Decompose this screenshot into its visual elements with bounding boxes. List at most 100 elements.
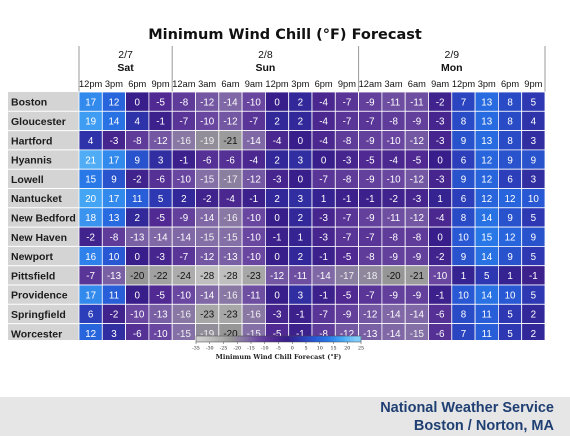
cell-value: -8 xyxy=(343,136,352,147)
cell-value: 8 xyxy=(461,117,467,128)
cell-value: 14 xyxy=(108,117,119,128)
colorbar-segment xyxy=(212,336,216,342)
colorbar-segment xyxy=(297,336,301,342)
time-label: 12pm xyxy=(452,79,476,89)
cell-value: -16 xyxy=(223,213,238,224)
cell-value: 8 xyxy=(461,213,467,224)
colorbar-segment xyxy=(300,336,304,342)
cell-value: -1 xyxy=(249,194,258,205)
cell-value: -11 xyxy=(387,213,400,224)
cell-value: 1 xyxy=(437,194,442,205)
cell-value: -11 xyxy=(247,290,260,301)
cell-value: -6 xyxy=(203,155,212,166)
cell-value: -13 xyxy=(223,252,238,263)
colorbar-segment xyxy=(308,336,312,342)
cell-value: -7 xyxy=(319,310,328,321)
cell-value: -3 xyxy=(412,194,421,205)
cell-value: -22 xyxy=(153,271,167,282)
cell-value: 8 xyxy=(507,117,513,128)
cell-value: 5 xyxy=(531,290,537,301)
cell-value: -1 xyxy=(179,155,188,166)
colorbar-segment xyxy=(284,336,288,342)
cell-value: 8 xyxy=(507,136,513,147)
cell-value: 0 xyxy=(135,97,141,108)
cell-value: -2 xyxy=(436,97,445,108)
cell-value: -16 xyxy=(177,310,192,321)
colorbar-segment xyxy=(347,336,351,342)
colorbar-segment xyxy=(245,336,249,342)
cell-value: -20 xyxy=(223,329,238,340)
cell-value: 6 xyxy=(461,194,467,205)
colorbar-segment xyxy=(358,336,362,342)
cell-value: -3 xyxy=(273,175,282,186)
colorbar-segment xyxy=(251,336,255,342)
cell-value: -3 xyxy=(343,155,352,166)
cell-value: 7 xyxy=(461,97,466,108)
cell-value: -2 xyxy=(110,310,119,321)
cell-value: -9 xyxy=(179,213,188,224)
cell-value: 6 xyxy=(507,175,513,186)
cell-value: 0 xyxy=(298,136,304,147)
cell-value: 14 xyxy=(481,252,492,263)
cell-value: -6 xyxy=(156,175,165,186)
cell-value: 14 xyxy=(481,290,492,301)
cell-value: -5 xyxy=(366,155,375,166)
colorbar-tick-label: 5 xyxy=(304,346,307,352)
colorbar-segment xyxy=(278,336,282,342)
footer: National Weather Service Boston / Norton… xyxy=(0,397,570,436)
row-label: New Bedford xyxy=(11,212,76,224)
cell-value: -13 xyxy=(130,232,145,243)
colorbar-segment xyxy=(209,336,213,342)
cell-value: 2 xyxy=(181,194,186,205)
cell-value: -9 xyxy=(389,252,398,263)
cell-value: -23 xyxy=(200,310,215,321)
cell-value: 2 xyxy=(274,117,279,128)
cell-value: 5 xyxy=(507,329,513,340)
cell-value: -28 xyxy=(200,271,215,282)
cell-value: -9 xyxy=(366,175,375,186)
cell-value: 13 xyxy=(481,136,492,147)
cell-value: -3 xyxy=(110,136,119,147)
cell-value: -8 xyxy=(110,232,119,243)
time-label: 3am xyxy=(385,79,403,89)
time-label: 6am xyxy=(408,79,426,89)
cell-value: -11 xyxy=(387,97,400,108)
cell-value: 5 xyxy=(531,97,537,108)
cell-value: 2 xyxy=(135,213,140,224)
colorbar-tick-label: 0 xyxy=(291,346,294,352)
cell-value: -9 xyxy=(366,136,375,147)
cell-value: 9 xyxy=(531,155,536,166)
chart-title: Minimum Wind Chill (°F) Forecast xyxy=(148,27,422,43)
cell-value: -4 xyxy=(319,136,328,147)
colorbar-tick-label: 10 xyxy=(317,346,323,352)
row-label: Lowell xyxy=(11,174,44,186)
cell-value: -12 xyxy=(200,97,214,108)
cell-value: -7 xyxy=(179,117,188,128)
cell-value: -15 xyxy=(247,329,262,340)
footer-agency: National Weather Service xyxy=(380,400,554,416)
time-label: 9pm xyxy=(338,79,356,89)
row-label: Hartford xyxy=(11,135,52,147)
cell-value: 0 xyxy=(437,155,443,166)
day-name: Sat xyxy=(117,62,134,74)
row-label-background xyxy=(8,92,79,340)
cell-value: -1 xyxy=(319,290,328,301)
cell-value: 10 xyxy=(458,290,469,301)
cell-value: -10 xyxy=(130,310,145,321)
colorbar-segment xyxy=(289,336,293,342)
cell-value: -23 xyxy=(247,271,262,282)
cell-value: -1 xyxy=(529,271,538,282)
cell-value: 12 xyxy=(481,155,492,166)
colorbar-segment xyxy=(259,336,263,342)
colorbar-segment xyxy=(262,336,266,342)
colorbar-segment xyxy=(325,336,329,342)
cell-value: -7 xyxy=(343,97,352,108)
cell-value: -1 xyxy=(436,290,445,301)
cell-value: -16 xyxy=(223,290,238,301)
colorbar-segment xyxy=(330,336,334,342)
cell-value: 17 xyxy=(85,97,96,108)
cell-value: 2 xyxy=(298,117,303,128)
cell-value: -7 xyxy=(343,213,352,224)
cell-value: 13 xyxy=(108,213,119,224)
cell-value: -8 xyxy=(412,232,421,243)
